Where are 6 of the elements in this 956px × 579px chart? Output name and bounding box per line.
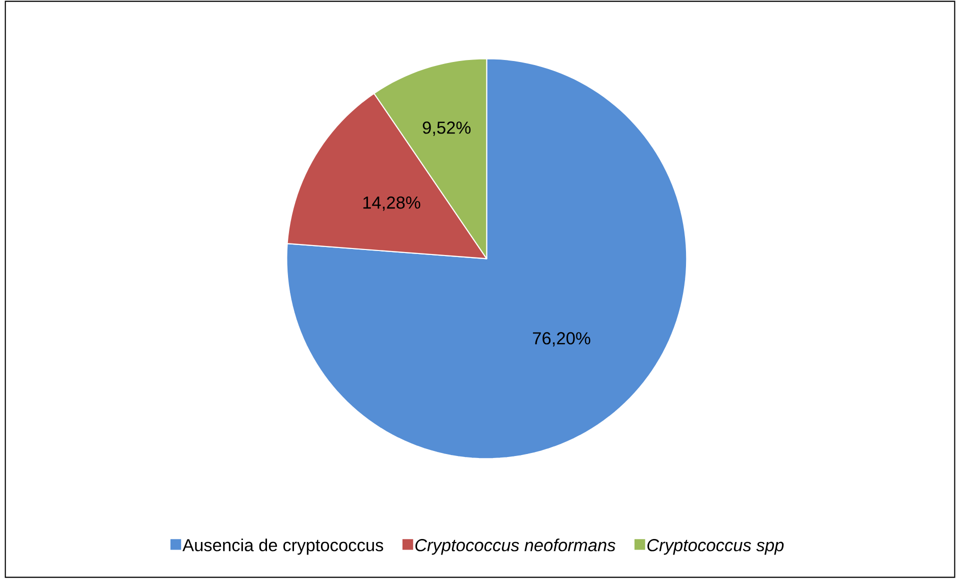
legend-label: Cryptococcus neoformans (415, 538, 616, 555)
data-label: 76,20% (532, 332, 590, 347)
legend-label: Ausencia de cryptococcus (182, 538, 384, 555)
data-label: 14,28% (363, 196, 420, 211)
data-label: 9,52% (422, 122, 471, 136)
legend-label: Cryptococcus spp (647, 539, 784, 555)
